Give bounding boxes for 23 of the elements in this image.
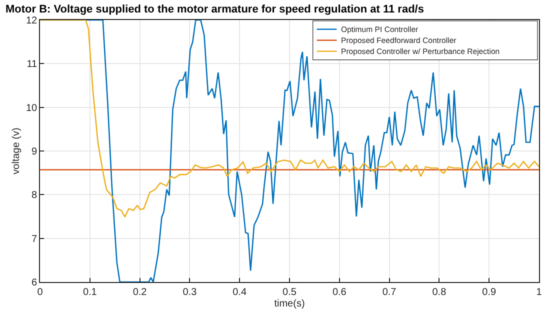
x-tick-label: 0.1 <box>82 286 98 298</box>
x-tick-label: 0.8 <box>432 286 447 298</box>
y-tick-label: 11 <box>26 59 38 70</box>
y-tick-label: 8 <box>32 190 38 202</box>
x-tick-label: 0 <box>37 286 44 298</box>
x-tick-label: 0.6 <box>332 286 347 298</box>
y-tick-label: 9 <box>32 146 38 158</box>
x-tick-label: 0.4 <box>232 286 247 298</box>
line-series <box>40 20 539 282</box>
y-tick-label: 6 <box>32 278 38 288</box>
y-tick-label: 12 <box>26 16 38 26</box>
x-tick-label: 1 <box>536 286 542 298</box>
x-tick-label: 0.5 <box>282 286 297 298</box>
x-tick-label: 0.3 <box>182 286 198 298</box>
x-axis-title: time(s) <box>274 298 305 310</box>
x-tick-label: 0.9 <box>482 286 496 298</box>
line-series <box>40 20 539 218</box>
x-tick-label: 0.2 <box>132 286 148 298</box>
chart-title: Motor B: Voltage supplied to the motor armature for speed regulation at 11 rad/s <box>6 4 424 16</box>
y-axis-title: voltage (v) <box>10 128 22 174</box>
x-tick-label: 0.7 <box>382 286 397 298</box>
y-tick-label: 7 <box>32 234 38 245</box>
y-tick-label: 10 <box>26 102 38 114</box>
